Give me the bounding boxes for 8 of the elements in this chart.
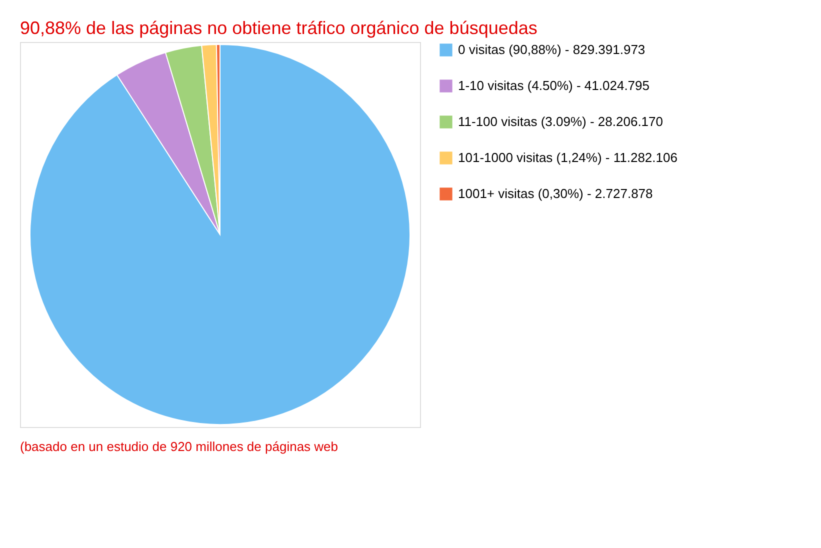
chart-title: 90,88% de las páginas no obtiene tráfico orgánico de búsquedas xyxy=(20,18,538,38)
legend-label: 0 visitas (90,88%) - 829.391.973 xyxy=(458,42,646,57)
legend-label: 1001+ visitas (0,30%) - 2.727.878 xyxy=(458,186,653,201)
legend-label: 101-1000 visitas (1,24%) - 11.282.106 xyxy=(458,150,678,165)
legend-label: 11-100 visitas (3.09%) - 28.206.170 xyxy=(458,114,663,129)
text: (basado en un estudio de 920 millones de páginas web xyxy=(20,439,338,454)
legend-label: 1-10 visitas (4.50%) - 41.024.795 xyxy=(458,78,650,93)
pie-slice xyxy=(30,44,410,425)
